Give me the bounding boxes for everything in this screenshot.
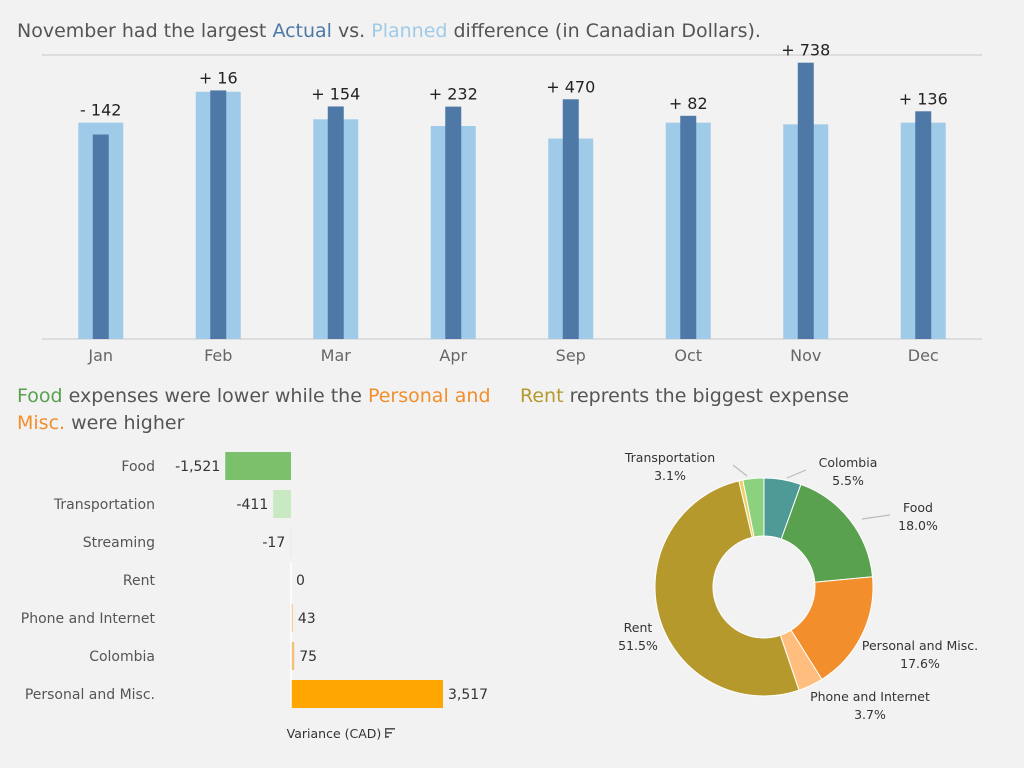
variance-chart-title: Food expenses were lower while the Perso… — [17, 383, 497, 437]
x-tick-label: Jan — [87, 346, 113, 365]
main-chart-title: November had the largest Actual vs. Plan… — [17, 20, 761, 42]
variance-bar[interactable] — [291, 680, 443, 708]
variance-chart: Food -1,521 Transportation -411 Streaming -17… — [21, 452, 488, 741]
slice-percent-label: 51.5% — [618, 638, 658, 653]
x-tick-label: Mar — [321, 346, 352, 365]
title-text: were higher — [65, 412, 185, 434]
variance-bar[interactable] — [273, 490, 291, 518]
slice-name-label: Phone and Internet — [810, 689, 930, 704]
slice-percent-label: 5.5% — [832, 473, 864, 488]
title-rent-highlight: Rent — [520, 385, 564, 407]
donut-slice[interactable] — [780, 483, 874, 583]
actual-bar[interactable] — [680, 115, 697, 339]
leader-line — [732, 464, 748, 477]
x-tick-label: Oct — [674, 346, 702, 365]
donut-slice[interactable] — [654, 480, 800, 697]
title-text: difference (in Canadian Dollars). — [447, 20, 761, 42]
title-personal-highlight: Personal and Misc. — [17, 385, 491, 434]
slice-percent-label: 3.7% — [854, 707, 886, 722]
actual-bar[interactable] — [445, 106, 462, 339]
slice-name-label: Food — [903, 500, 933, 515]
category-label: Phone and Internet — [21, 611, 156, 627]
variance-value-label: 3,517 — [448, 687, 488, 703]
slice-name-label: Transportation — [624, 450, 715, 465]
title-actual-highlight: Actual — [272, 20, 332, 42]
category-label: Transportation — [53, 497, 155, 513]
donut-slice[interactable] — [742, 477, 765, 538]
difference-label: + 470 — [546, 77, 595, 96]
category-label: Personal and Misc. — [25, 687, 155, 703]
slice-percent-label: 18.0% — [898, 518, 938, 533]
actual-vs-planned-chart: - 142 Jan + 16 Feb + 154 Mar + 232 Apr + 470 Sep +… — [42, 41, 982, 365]
x-tick-label: Nov — [790, 346, 821, 365]
slice-name-label: Rent — [624, 620, 653, 635]
title-food-highlight: Food — [17, 385, 63, 407]
variance-bar[interactable] — [290, 528, 292, 556]
category-label: Food — [121, 459, 155, 475]
difference-label: + 154 — [311, 84, 360, 103]
leader-line — [786, 469, 807, 479]
difference-label: - 142 — [80, 101, 121, 120]
variance-value-label: 0 — [296, 573, 305, 589]
x-axis-title: Variance (CAD) — [287, 726, 382, 741]
difference-label: + 738 — [781, 41, 830, 60]
expense-share-title: Rent reprents the biggest expense — [520, 385, 849, 407]
actual-bar[interactable] — [915, 111, 932, 339]
title-planned-highlight: Planned — [371, 20, 448, 42]
difference-label: + 82 — [669, 94, 708, 113]
slice-percent-label: 3.1% — [654, 468, 686, 483]
category-label: Colombia — [89, 649, 155, 665]
variance-bar[interactable] — [291, 642, 295, 670]
variance-value-label: 43 — [298, 611, 316, 627]
difference-label: + 16 — [199, 68, 238, 87]
variance-bar[interactable] — [291, 604, 293, 632]
variance-value-label: 75 — [299, 649, 317, 665]
title-text: expenses were lower while the — [62, 385, 368, 407]
x-tick-label: Dec — [908, 346, 939, 365]
variance-value-label: -411 — [236, 497, 268, 513]
difference-label: + 232 — [429, 85, 478, 104]
variance-bar[interactable] — [225, 452, 291, 480]
actual-bar[interactable] — [210, 90, 227, 339]
expense-donut-chart: Colombia 5.5% Food 18.0% Personal and Misc. 1… — [618, 450, 978, 722]
x-tick-label: Apr — [439, 346, 467, 365]
leader-line — [861, 514, 891, 520]
title-text: vs. — [331, 20, 372, 42]
category-label: Rent — [123, 573, 156, 589]
slice-name-label: Personal and Misc. — [862, 638, 978, 653]
x-tick-label: Feb — [204, 346, 232, 365]
title-text: November had the largest — [17, 20, 273, 42]
sort-descending-icon[interactable] — [385, 728, 395, 738]
actual-bar[interactable] — [562, 99, 579, 339]
actual-bar[interactable] — [327, 106, 344, 339]
actual-bar[interactable] — [92, 134, 109, 339]
actual-bar[interactable] — [797, 62, 814, 340]
title-text: reprents the biggest expense — [563, 385, 849, 407]
difference-label: + 136 — [899, 89, 948, 108]
variance-value-label: -1,521 — [175, 459, 220, 475]
variance-value-label: -17 — [262, 535, 285, 551]
slice-name-label: Colombia — [819, 455, 878, 470]
category-label: Streaming — [83, 535, 155, 551]
slice-percent-label: 17.6% — [900, 656, 940, 671]
x-tick-label: Sep — [556, 346, 586, 365]
